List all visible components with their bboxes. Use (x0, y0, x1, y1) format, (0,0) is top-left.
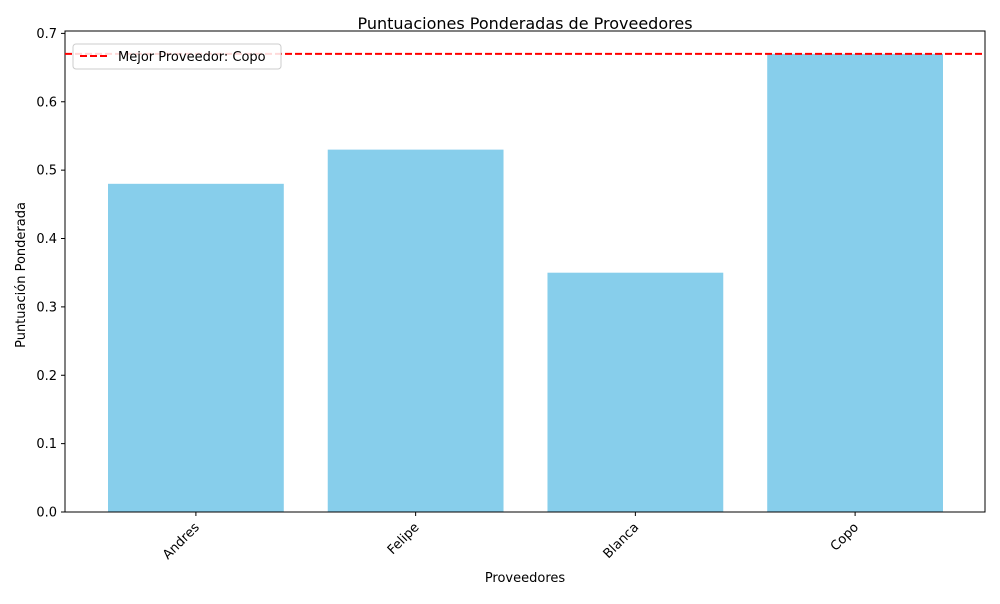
y-tick-label: 0.3 (36, 300, 57, 315)
x-axis-label: Proveedores (485, 571, 566, 586)
legend-box (72, 43, 282, 70)
x-tick-label-blanca: Blanca (601, 520, 643, 562)
y-tick-label: 0.7 (36, 27, 57, 42)
y-tick-label: 0.6 (36, 95, 57, 110)
y-tick-label: 0.4 (36, 232, 57, 247)
plot-frame (64, 30, 986, 513)
bar-blanca (547, 272, 724, 512)
chart-title: Puntuaciones Ponderadas de Proveedores (357, 14, 692, 33)
y-tick-label: 0.1 (36, 437, 57, 452)
y-tick-label: 0.5 (36, 164, 57, 179)
y-tick-label: 0.0 (36, 506, 57, 521)
x-tick-label-andres: Andres (160, 520, 203, 563)
bar-andres (108, 183, 284, 512)
legend-label: Mejor Proveedor: Copo (118, 50, 266, 65)
bar-copo (767, 53, 943, 513)
bar-felipe (327, 149, 504, 512)
y-tick-label: 0.2 (36, 369, 57, 384)
x-tick-label-felipe: Felipe (385, 520, 423, 558)
x-tick-label-copo: Copo (828, 520, 862, 554)
y-axis-label: Puntuación Ponderada (14, 202, 29, 348)
plot-area: 0.0 0.1 0.2 0.3 0.4 0.5 0.6 0.7 Andres Felipe Blan… (36, 27, 986, 563)
